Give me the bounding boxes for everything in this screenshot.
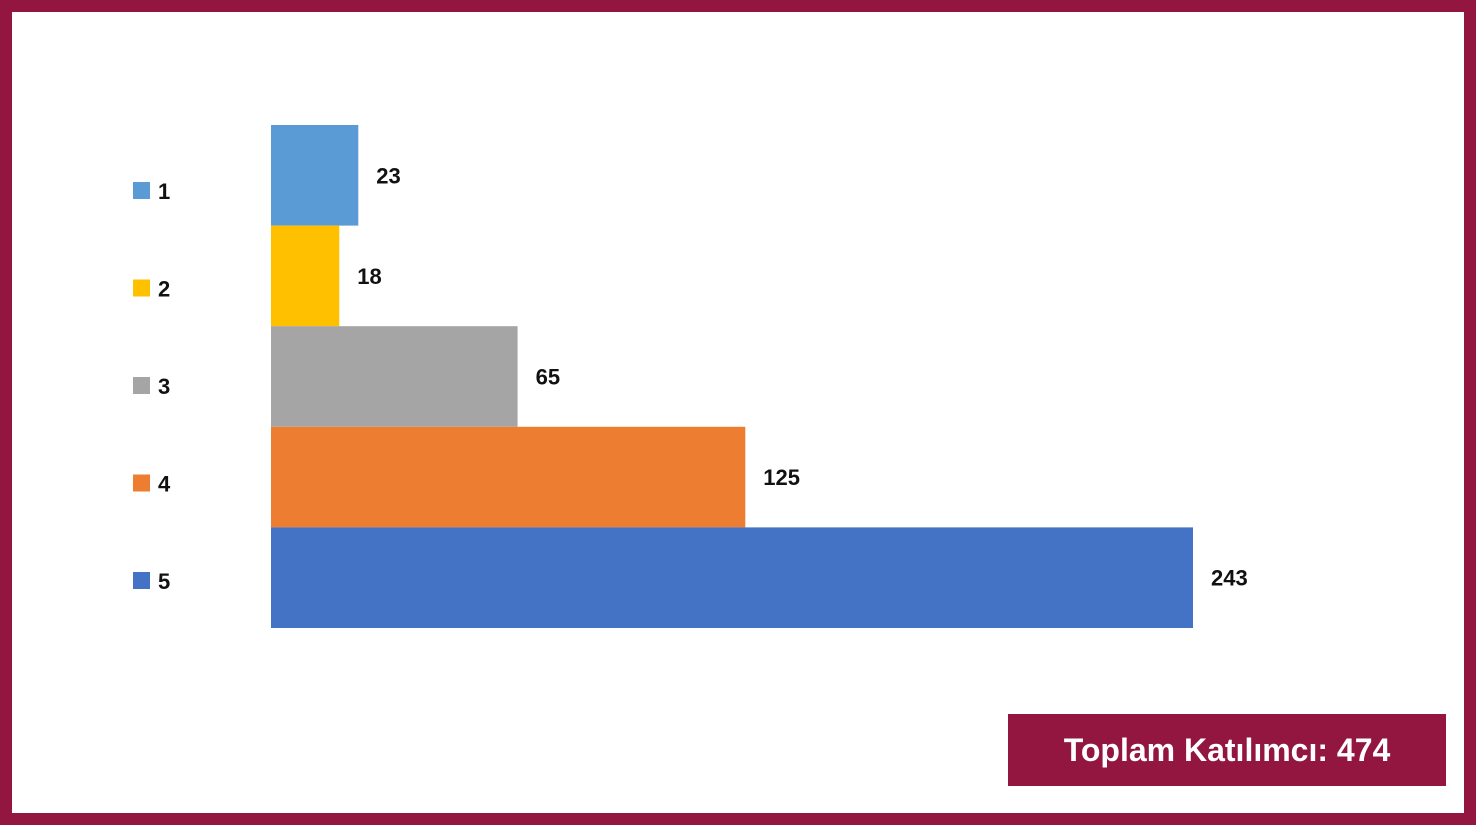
legend-label-4: 4 — [158, 472, 171, 497]
data-label-5: 243 — [1211, 566, 1248, 591]
legend-label-3: 3 — [158, 374, 170, 399]
legend-swatch-1 — [133, 182, 150, 199]
legend-swatch-5 — [133, 572, 150, 589]
legend-swatch-4 — [133, 474, 150, 492]
total-participants-label: Toplam Katılımcı: 474 — [1063, 731, 1391, 768]
legend-swatch-2 — [133, 279, 150, 297]
bar-5 — [271, 527, 1193, 628]
legend-label-2: 2 — [158, 277, 170, 302]
data-labels-group: 23 18 65 125 243 — [357, 163, 1247, 590]
bar-3 — [271, 326, 518, 427]
data-label-4: 125 — [763, 465, 800, 490]
bar-1 — [271, 125, 359, 226]
legend-swatch-3 — [133, 377, 150, 394]
data-label-3: 65 — [536, 365, 560, 390]
bar-2 — [271, 225, 340, 327]
bars-group — [271, 125, 1193, 628]
legend: 1 2 3 4 5 — [133, 179, 171, 594]
bar-4 — [271, 426, 746, 528]
legend-label-1: 1 — [158, 179, 170, 204]
data-label-1: 23 — [376, 163, 400, 188]
legend-label-5: 5 — [158, 569, 170, 594]
total-participants-badge: Toplam Katılımcı: 474 — [1008, 714, 1446, 786]
data-label-2: 18 — [357, 264, 381, 289]
